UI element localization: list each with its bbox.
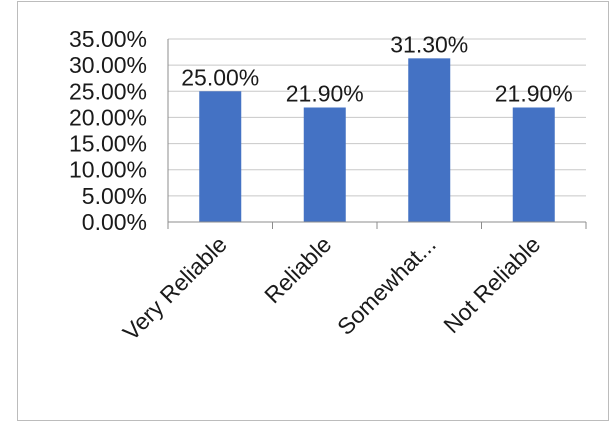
bar [199,91,242,223]
bars [199,58,555,223]
x-tick-label: Somewhat... [332,231,441,340]
axes [167,39,587,229]
data-label: 25.00% [181,64,259,90]
bar [303,107,346,222]
x-tick-label: Not Reliable [438,231,545,338]
y-tick-labels: 0.00%5.00%10.00%15.00%20.00%25.00%30.00%… [69,26,147,235]
x-tick-label: Very Reliable [118,231,232,345]
bar [512,107,555,222]
y-tick-label: 35.00% [69,26,147,52]
data-labels: 25.00% 21.90% 31.30% 21.90% [181,31,573,106]
y-tick-label: 30.00% [69,52,147,78]
y-tick-label: 15.00% [69,131,147,157]
y-tick-label: 20.00% [69,104,147,130]
data-label: 21.90% [495,80,573,106]
y-tick-label: 0.00% [82,209,147,235]
data-label: 31.30% [390,31,468,57]
y-tick-label: 25.00% [69,78,147,104]
x-tick-label: Reliable [259,231,336,308]
bar [408,58,451,222]
y-tick-label: 5.00% [82,183,147,209]
data-label: 21.90% [286,80,364,106]
y-tick-label: 10.00% [69,157,147,183]
